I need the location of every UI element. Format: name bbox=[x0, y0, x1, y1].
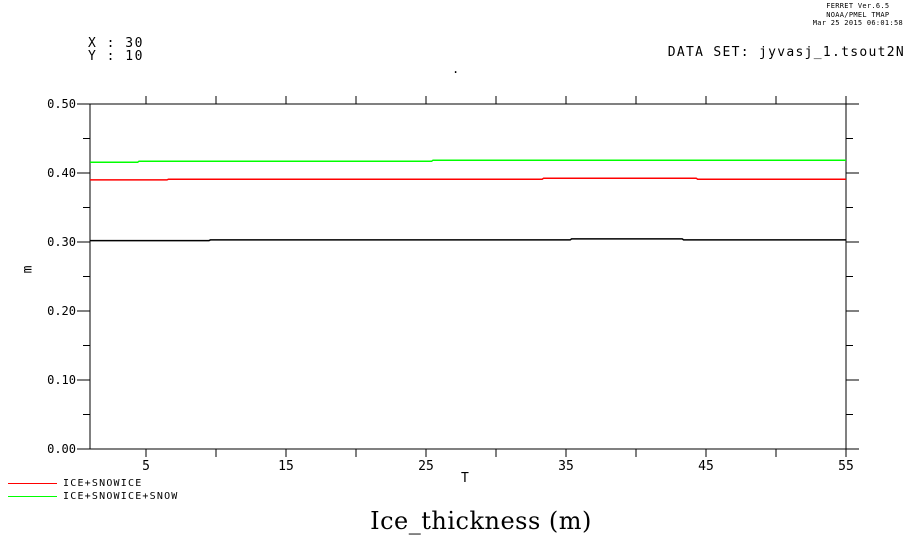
ferret-header: FERRET Ver.6.5 NOAA/PMEL TMAP Mar 25 201… bbox=[813, 2, 903, 28]
legend-item: ICE+SNOWICE+SNOW bbox=[8, 490, 179, 503]
series-line-ICE+SNOWICE bbox=[90, 177, 846, 181]
legend-line-swatch-green bbox=[8, 496, 57, 497]
plot-border bbox=[89, 103, 847, 450]
x-tick-label: 15 bbox=[278, 459, 294, 474]
x-tick-label: 35 bbox=[558, 459, 574, 474]
x-tick-label: 5 bbox=[142, 459, 150, 474]
legend: ICE+SNOWICE ICE+SNOWICE+SNOW bbox=[8, 477, 179, 503]
y-tick-label: 0.20 bbox=[47, 304, 76, 318]
ferret-timestamp-text: Mar 25 2015 06:01:58 bbox=[812, 19, 903, 27]
dataset-label: DATA SET: jyvasj_1.tsout2N bbox=[667, 45, 905, 60]
legend-label: ICE+SNOWICE+SNOW bbox=[63, 491, 179, 502]
chart-title: Ice_thickness (m) bbox=[370, 507, 592, 535]
y-tick-label: 0.10 bbox=[47, 373, 76, 387]
series-line-unlabeled bbox=[90, 238, 846, 242]
ferret-version-text: FERRET Ver.6.5 bbox=[826, 2, 890, 10]
legend-item: ICE+SNOWICE bbox=[8, 477, 179, 490]
legend-label: ICE+SNOWICE bbox=[63, 478, 143, 489]
ferret-org-text: NOAA/PMEL TMAP bbox=[826, 10, 890, 19]
y-tick-label: 0.50 bbox=[47, 97, 76, 111]
x-tick-label: 25 bbox=[418, 459, 434, 474]
legend-line-swatch-red bbox=[8, 483, 57, 484]
series-line-ICE+SNOWICE+SNOW bbox=[90, 159, 846, 164]
y-tick-label: 0.30 bbox=[47, 235, 76, 249]
x-tick-label: 55 bbox=[838, 459, 854, 474]
stray-dot: . bbox=[452, 62, 460, 76]
y-axis-label: m bbox=[20, 265, 36, 274]
x-slice-label: X : 30 bbox=[88, 36, 144, 51]
y-slice-label: Y : 10 bbox=[88, 49, 144, 64]
x-tick-label: 45 bbox=[698, 459, 714, 474]
y-tick-label: 0.40 bbox=[47, 166, 76, 180]
x-axis-label: T bbox=[461, 471, 469, 486]
y-tick-label: 0.00 bbox=[47, 442, 76, 456]
